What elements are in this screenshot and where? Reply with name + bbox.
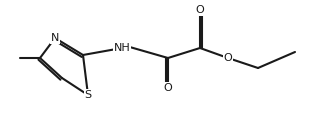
Text: NH: NH (114, 43, 130, 53)
Text: O: O (164, 83, 172, 93)
Text: S: S (85, 90, 92, 100)
Text: O: O (224, 53, 232, 63)
Text: O: O (196, 5, 204, 15)
Text: N: N (51, 33, 59, 43)
